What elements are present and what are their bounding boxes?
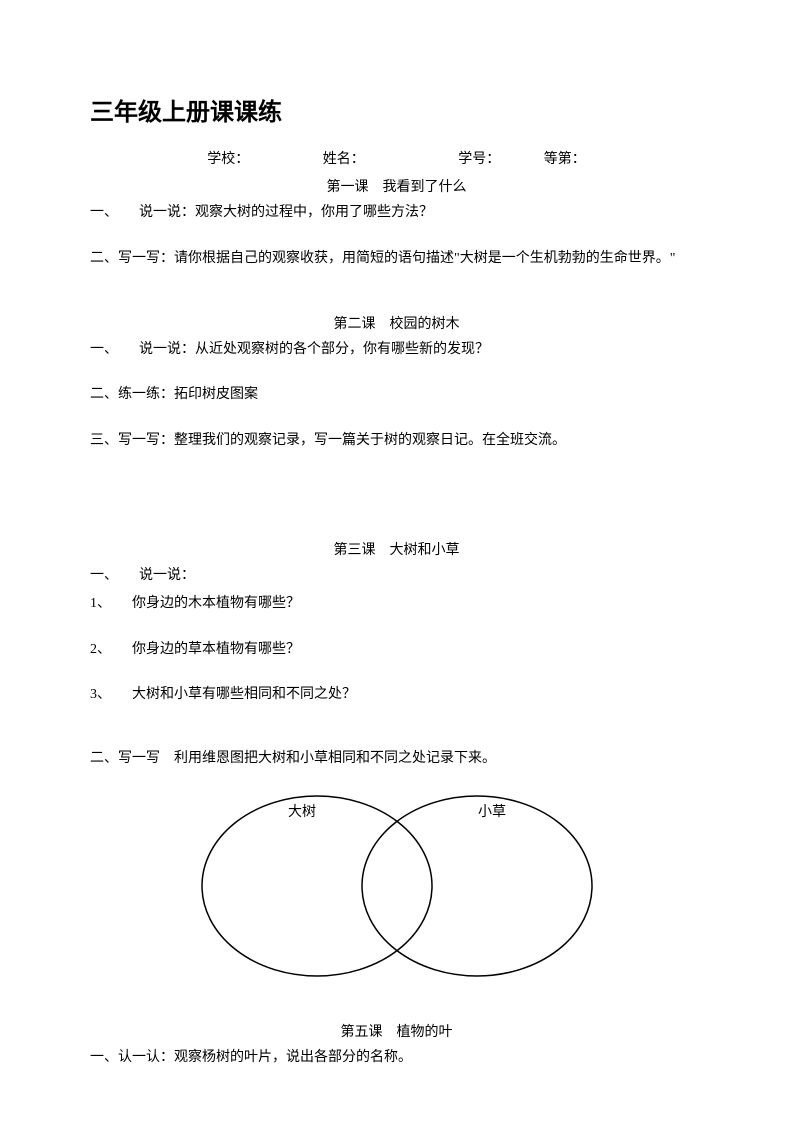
- venn-right-circle: [362, 796, 592, 976]
- lesson3-q1-1: 1、 你身边的木本植物有哪些？: [90, 592, 703, 616]
- lesson3-heading: 第三课 大树和小草: [90, 539, 703, 560]
- name-label: 姓名：: [323, 149, 365, 170]
- lesson2-q3: 三、写一写：整理我们的观察记录，写一篇关于树的观察日记。在全班交流。: [90, 429, 703, 453]
- lesson3-q1-head: 一、 说一说：: [90, 564, 703, 588]
- id-label: 学号：: [458, 149, 500, 170]
- venn-right-label: 小草: [478, 804, 506, 820]
- lesson2-q1: 一、 说一说：从近处观察树的各个部分，你有哪些新的发现？: [90, 338, 703, 362]
- lesson1-q2: 二、写一写：请你根据自己的观察收获，用简短的语句描述"大树是一个生机勃勃的生命世…: [90, 247, 703, 271]
- page-title: 三年级上册课课练: [90, 95, 703, 131]
- lesson3-q1-2: 2、 你身边的草本植物有哪些？: [90, 638, 703, 662]
- lesson1-heading: 第一课 我看到了什么: [90, 176, 703, 197]
- lesson3-q1-3: 3、 大树和小草有哪些相同和不同之处？: [90, 683, 703, 707]
- lesson5-heading: 第五课 植物的叶: [90, 1021, 703, 1042]
- lesson1-q1: 一、 说一说：观察大树的过程中，你用了哪些方法？: [90, 201, 703, 225]
- lesson2-q2: 二、练一练：拓印树皮图案: [90, 383, 703, 407]
- lesson3-q2: 二、写一写 利用维恩图把大树和小草相同和不同之处记录下来。: [90, 747, 703, 771]
- grade-label: 等第：: [544, 149, 586, 170]
- school-label: 学校：: [207, 149, 249, 170]
- lesson2-heading: 第二课 校园的树木: [90, 313, 703, 334]
- venn-left-label: 大树: [288, 804, 316, 820]
- info-row: 学校： 姓名： 学号： 等第：: [90, 149, 703, 170]
- venn-diagram: 大树 小草: [167, 781, 627, 991]
- venn-left-circle: [202, 796, 432, 976]
- lesson5-q1: 一、认一认：观察杨树的叶片，说出各部分的名称。: [90, 1046, 703, 1070]
